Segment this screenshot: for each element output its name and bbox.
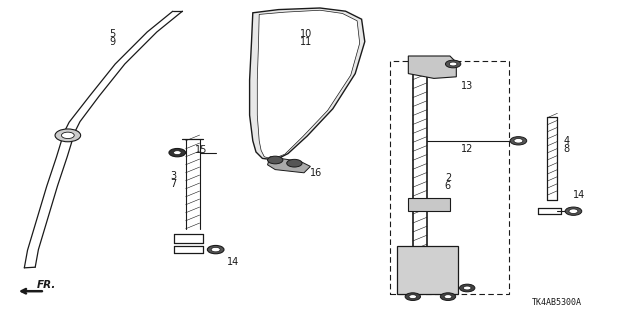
- Circle shape: [569, 209, 578, 213]
- Polygon shape: [250, 8, 365, 160]
- Circle shape: [207, 245, 224, 254]
- Text: 10: 10: [300, 28, 312, 39]
- Circle shape: [287, 159, 302, 167]
- Polygon shape: [257, 10, 360, 159]
- Text: 2: 2: [445, 172, 451, 183]
- Circle shape: [409, 295, 417, 299]
- Text: 14: 14: [227, 257, 239, 268]
- Text: 4: 4: [563, 136, 570, 146]
- Text: 9: 9: [109, 36, 115, 47]
- Circle shape: [463, 286, 471, 290]
- Circle shape: [449, 62, 457, 66]
- Text: 6: 6: [445, 180, 451, 191]
- Polygon shape: [408, 56, 456, 78]
- Text: 7: 7: [170, 179, 176, 189]
- Text: 13: 13: [461, 81, 473, 92]
- Circle shape: [514, 139, 523, 143]
- Polygon shape: [268, 157, 310, 173]
- Text: 12: 12: [406, 275, 419, 285]
- Polygon shape: [408, 198, 450, 211]
- Circle shape: [169, 148, 186, 157]
- Circle shape: [405, 293, 420, 300]
- Circle shape: [510, 137, 527, 145]
- FancyBboxPatch shape: [397, 246, 458, 294]
- Circle shape: [565, 207, 582, 215]
- Circle shape: [440, 293, 456, 300]
- Text: 12: 12: [461, 144, 473, 154]
- Circle shape: [55, 129, 81, 142]
- Text: 15: 15: [195, 145, 207, 156]
- Circle shape: [460, 284, 475, 292]
- Circle shape: [173, 151, 181, 155]
- Text: TK4AB5300A: TK4AB5300A: [532, 298, 582, 307]
- Circle shape: [211, 247, 220, 252]
- Text: 5: 5: [109, 28, 115, 39]
- Circle shape: [268, 156, 283, 164]
- Text: 8: 8: [563, 144, 570, 154]
- Text: FR.: FR.: [37, 280, 56, 290]
- Text: 16: 16: [310, 168, 323, 178]
- Text: 11: 11: [300, 36, 312, 47]
- Text: 3: 3: [170, 171, 176, 181]
- Circle shape: [61, 132, 74, 139]
- Circle shape: [445, 60, 461, 68]
- Circle shape: [444, 295, 452, 299]
- Text: 14: 14: [573, 190, 585, 200]
